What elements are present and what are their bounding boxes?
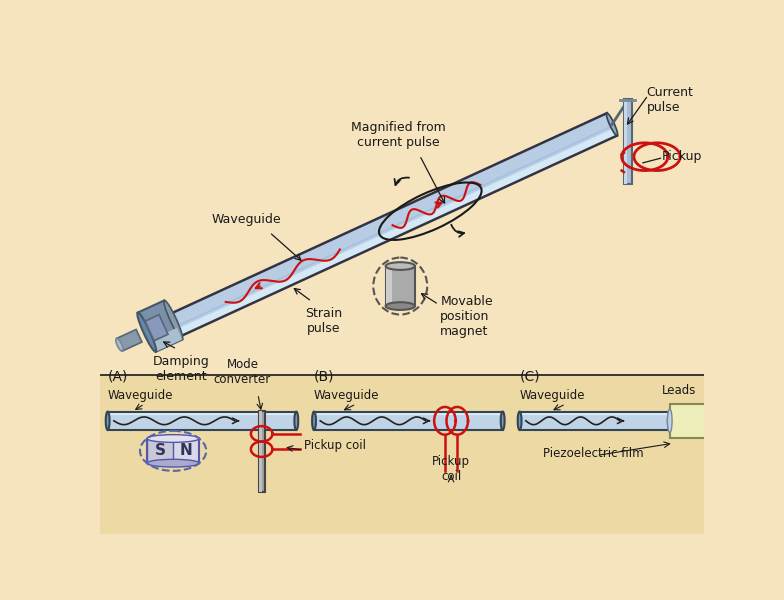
Polygon shape: [107, 412, 296, 415]
Text: Waveguide: Waveguide: [314, 389, 379, 402]
Polygon shape: [168, 113, 617, 337]
Text: Damping
element: Damping element: [152, 355, 209, 383]
Ellipse shape: [667, 409, 672, 433]
Text: (A): (A): [107, 369, 128, 383]
Polygon shape: [314, 412, 503, 415]
Ellipse shape: [312, 412, 316, 430]
Ellipse shape: [137, 313, 156, 352]
Ellipse shape: [147, 460, 199, 467]
Ellipse shape: [147, 434, 199, 442]
Ellipse shape: [164, 301, 183, 340]
Polygon shape: [314, 412, 503, 430]
Polygon shape: [151, 328, 183, 352]
Text: (C): (C): [520, 369, 540, 383]
Text: N: N: [180, 443, 193, 458]
Text: (B): (B): [314, 369, 335, 383]
Ellipse shape: [386, 262, 415, 270]
Polygon shape: [623, 99, 627, 184]
Polygon shape: [100, 72, 704, 374]
Polygon shape: [175, 128, 617, 337]
Polygon shape: [147, 439, 173, 463]
Text: S: S: [154, 443, 165, 458]
Text: Strain
pulse: Strain pulse: [305, 307, 342, 335]
Text: Leads: Leads: [662, 384, 696, 397]
Polygon shape: [100, 374, 704, 534]
Ellipse shape: [607, 113, 618, 136]
Ellipse shape: [386, 302, 415, 310]
Text: Pickup
coil: Pickup coil: [432, 455, 470, 483]
Polygon shape: [145, 314, 168, 341]
Polygon shape: [117, 329, 142, 351]
Text: Movable
position
magnet: Movable position magnet: [441, 295, 493, 338]
Polygon shape: [623, 99, 632, 184]
Polygon shape: [670, 404, 710, 438]
Text: Mode
converter: Mode converter: [214, 358, 271, 386]
Text: Magnified from
current pulse: Magnified from current pulse: [351, 121, 446, 149]
Polygon shape: [386, 266, 392, 306]
Ellipse shape: [168, 315, 179, 337]
Text: Pickup coil: Pickup coil: [304, 439, 366, 452]
Polygon shape: [147, 439, 199, 463]
Ellipse shape: [501, 412, 505, 430]
Polygon shape: [520, 412, 670, 415]
Ellipse shape: [116, 338, 123, 351]
Text: Waveguide: Waveguide: [107, 389, 173, 402]
Text: Current
pulse: Current pulse: [647, 86, 694, 114]
Ellipse shape: [517, 412, 521, 430]
Ellipse shape: [106, 412, 110, 430]
Text: Pickup: Pickup: [662, 150, 702, 163]
Polygon shape: [107, 412, 296, 430]
Polygon shape: [259, 411, 262, 491]
Ellipse shape: [668, 412, 672, 430]
Polygon shape: [386, 266, 415, 306]
Text: Piezoelectric film: Piezoelectric film: [543, 447, 644, 460]
Polygon shape: [259, 411, 265, 491]
Polygon shape: [138, 301, 183, 352]
Ellipse shape: [294, 412, 298, 430]
Text: Waveguide: Waveguide: [520, 389, 585, 402]
Text: Waveguide: Waveguide: [212, 213, 281, 226]
Polygon shape: [520, 412, 670, 430]
